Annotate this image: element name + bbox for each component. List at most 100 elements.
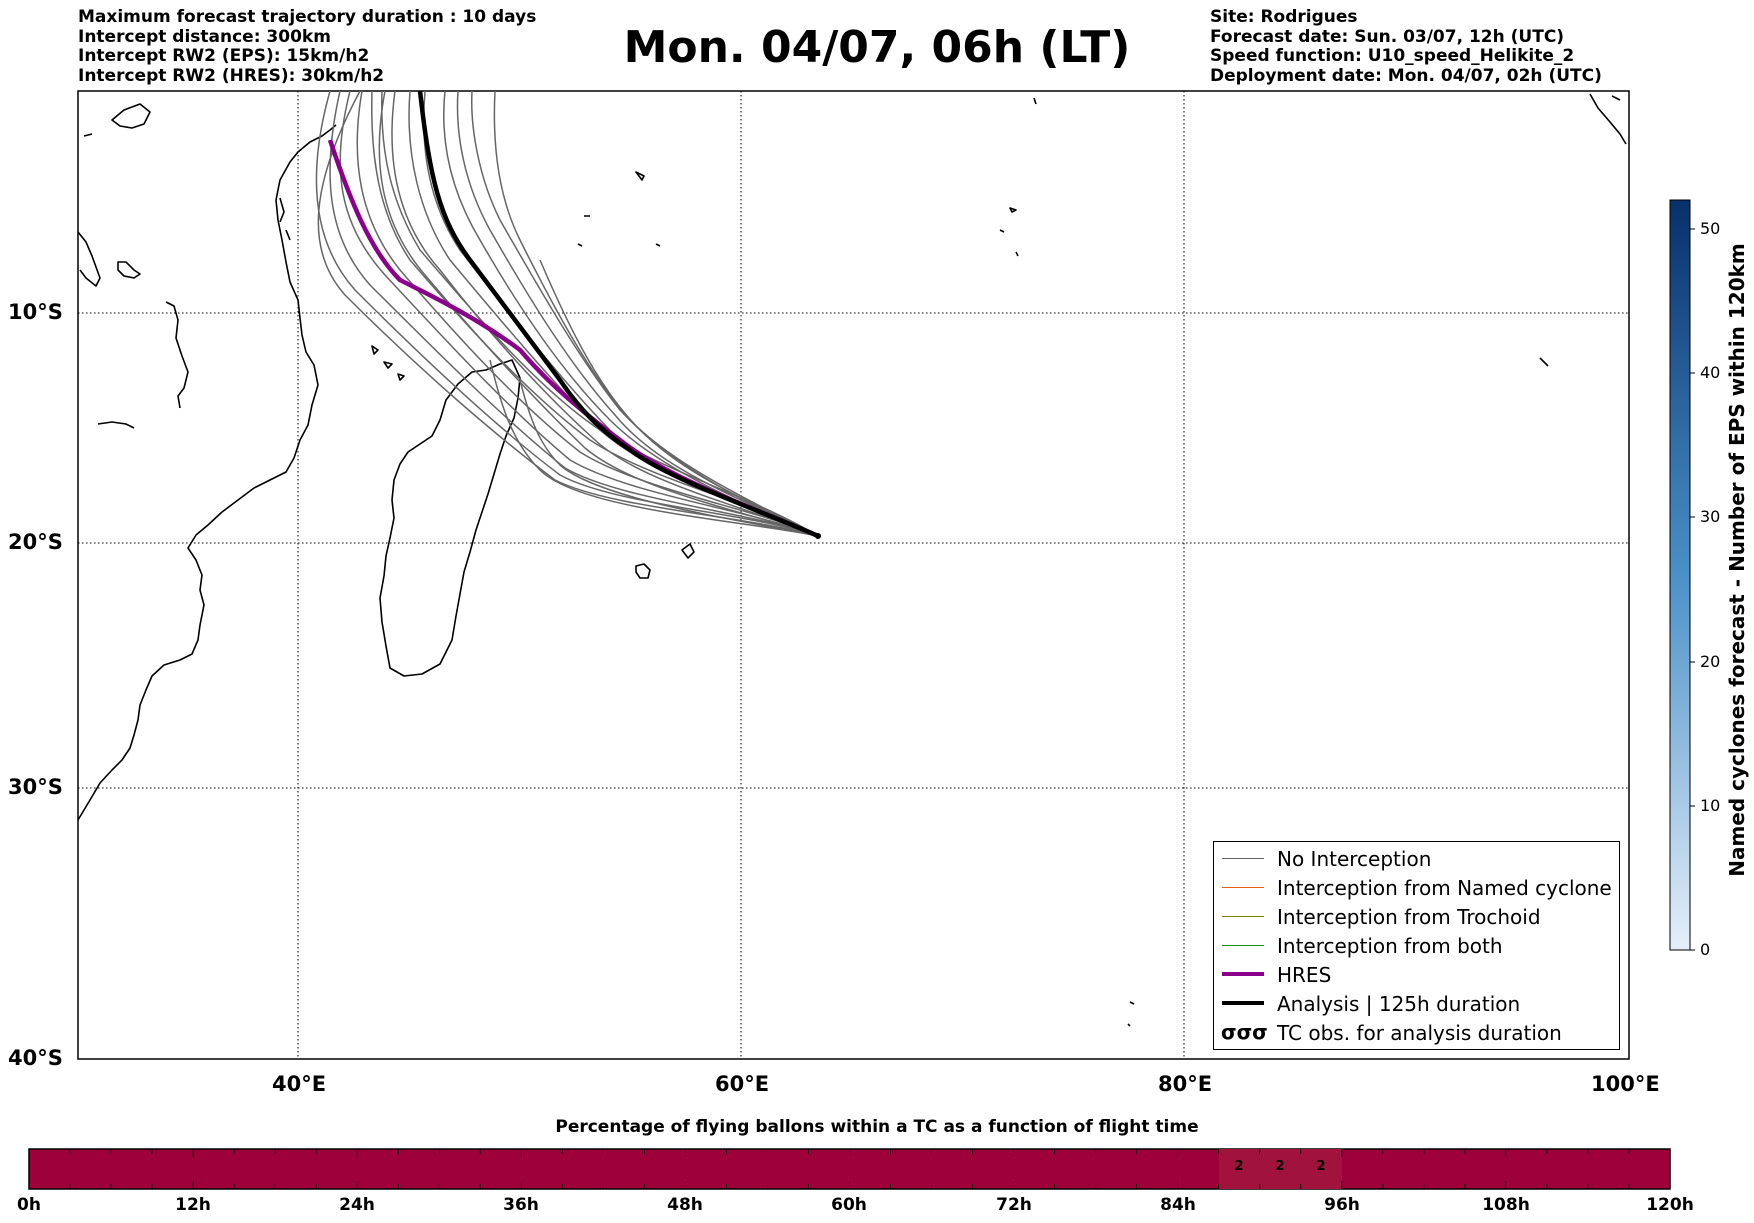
time-label-60h: 60h — [831, 1195, 867, 1215]
graticule — [78, 91, 1629, 1059]
legend-item-both: Interception from both — [1214, 932, 1619, 961]
info-speed-function: Speed function: U10_speed_Helikite_2 — [1210, 46, 1575, 66]
info-intercept-hres: Intercept RW2 (HRES): 30km/h2 — [78, 65, 385, 86]
time-label-24h: 24h — [339, 1195, 375, 1215]
africa-coastline — [78, 124, 337, 821]
eps-trajectory — [470, 91, 819, 537]
analysis-line — [417, 91, 819, 539]
seychelles — [577, 171, 661, 247]
info-max-duration: Maximum forecast trajectory duration : 1… — [78, 7, 537, 27]
launch-site-marker — [815, 533, 821, 539]
tc-obs-icon: σσσ — [1221, 1020, 1268, 1044]
legend-label: No Interception — [1277, 847, 1432, 871]
time-label-48h: 48h — [667, 1195, 703, 1215]
info-forecast-date: Forecast date: Sun. 03/07, 12h (UTC) — [1210, 26, 1565, 47]
time-label-0h: 0h — [17, 1195, 41, 1215]
reunion — [681, 543, 695, 559]
legend-item-analysis: Analysis | 125h duration — [1214, 990, 1619, 1019]
legend-swatch — [1222, 1001, 1264, 1005]
info-intercept-eps: Intercept RW2 (EPS): 15km/h2 — [78, 46, 370, 66]
time-label-36h: 36h — [503, 1195, 539, 1215]
info-right: Site: Rodrigues Forecast date: Sun. 03/0… — [1210, 7, 1602, 86]
legend-label: TC obs. for analysis duration — [1277, 1021, 1562, 1045]
tc-bin-value: 2 — [1316, 1159, 1326, 1174]
time-label-96h: 96h — [1324, 1195, 1360, 1215]
lake-victoria — [117, 261, 141, 279]
legend-label: Interception from Trochoid — [1277, 905, 1541, 929]
comoros — [371, 345, 405, 381]
eps-trajectory — [493, 91, 819, 537]
eps-trajectory — [391, 91, 819, 537]
eps-trajectory — [519, 379, 819, 537]
eps-trajectory — [489, 359, 819, 537]
legend-swatch — [1222, 972, 1264, 976]
time-label-84h: 84h — [1160, 1195, 1196, 1215]
chagos — [999, 207, 1019, 257]
lat-label-30s: 30°S — [8, 775, 63, 799]
page-title: Mon. 04/07, 06h (LT) — [623, 22, 1131, 73]
lake-tanganyika-malawi — [165, 301, 189, 409]
lon-label-40e: 40°E — [272, 1072, 327, 1096]
legend-label: Interception from Named cyclone — [1277, 876, 1612, 900]
info-left: Maximum forecast trajectory duration : 1… — [78, 7, 537, 86]
info-intercept-distance: Intercept distance: 300km — [78, 26, 331, 47]
cabo-islands — [97, 421, 135, 429]
analysis-trajectory — [417, 91, 819, 539]
colorbar-tick-0: 0 — [1700, 940, 1711, 959]
colorbar-tick-30: 30 — [1700, 507, 1721, 526]
eps-trajectory — [317, 91, 819, 537]
colorbar-tick-20: 20 — [1700, 652, 1721, 671]
tc-bin-value: 2 — [1234, 1159, 1244, 1174]
legend-item-trochoid: Interception from Trochoid — [1214, 903, 1619, 932]
eps-trajectories — [315, 91, 819, 537]
lon-label-80e: 80°E — [1158, 1072, 1213, 1096]
map-legend: No Interception Interception from Named … — [1213, 841, 1620, 1050]
legend-item-tc-obs: σσσ TC obs. for analysis duration — [1214, 1019, 1619, 1048]
legend-swatch — [1222, 887, 1264, 888]
eps-trajectory — [356, 91, 819, 537]
sumatra-edge — [1589, 93, 1627, 145]
madagascar-coastline — [379, 359, 521, 677]
eps-trajectory — [315, 91, 819, 537]
legend-label: Interception from both — [1277, 934, 1503, 958]
colorbar-tick-10: 10 — [1700, 796, 1721, 815]
colorbar-ticks — [1690, 228, 1695, 951]
eps-trajectory — [456, 91, 819, 537]
time-label-120h: 120h — [1646, 1195, 1694, 1215]
legend-swatch — [1222, 916, 1264, 917]
eps-trajectory — [329, 91, 819, 537]
flight-time-chart-title: Percentage of flying ballons within a TC… — [555, 1117, 1199, 1137]
maldives-area — [1033, 97, 1549, 367]
colorbar-title: Named cyclones forecast - Number of EPS … — [1725, 243, 1749, 877]
eps-trajectory — [443, 91, 819, 537]
tc-bin-87h — [1219, 1149, 1260, 1189]
legend-label: HRES — [1277, 963, 1332, 987]
tc-bin-93h — [1301, 1149, 1342, 1189]
legend-swatch — [1222, 858, 1264, 859]
time-label-12h: 12h — [175, 1195, 211, 1215]
time-label-72h: 72h — [996, 1195, 1032, 1215]
legend-item-no-interception: No Interception — [1214, 845, 1619, 874]
mauritius — [635, 563, 651, 579]
bar-minor-ticks — [69, 1149, 1630, 1189]
eps-trajectory — [378, 91, 819, 537]
lon-label-60e: 60°E — [715, 1072, 770, 1096]
info-site: Site: Rodrigues — [1210, 7, 1358, 27]
legend-label: Analysis | 125h duration — [1277, 992, 1521, 1016]
legend-swatch — [1222, 945, 1264, 946]
lon-label-100e: 100°E — [1591, 1072, 1660, 1096]
time-label-108h: 108h — [1482, 1195, 1530, 1215]
tc-bin-90h — [1260, 1149, 1301, 1189]
info-deployment-date: Deployment date: Mon. 04/07, 02h (UTC) — [1210, 65, 1602, 86]
kerguelen-area — [1127, 1001, 1135, 1027]
legend-item-hres: HRES — [1214, 961, 1619, 990]
arabia-islands — [83, 103, 151, 137]
colorbar — [1669, 199, 1691, 951]
lake-west — [78, 231, 101, 287]
eps-trajectory — [339, 91, 819, 537]
colorbar-tick-50: 50 — [1700, 219, 1721, 238]
coastlines — [78, 93, 1627, 1027]
lat-label-20s: 20°S — [8, 530, 63, 554]
tc-bin-value: 2 — [1275, 1159, 1285, 1174]
